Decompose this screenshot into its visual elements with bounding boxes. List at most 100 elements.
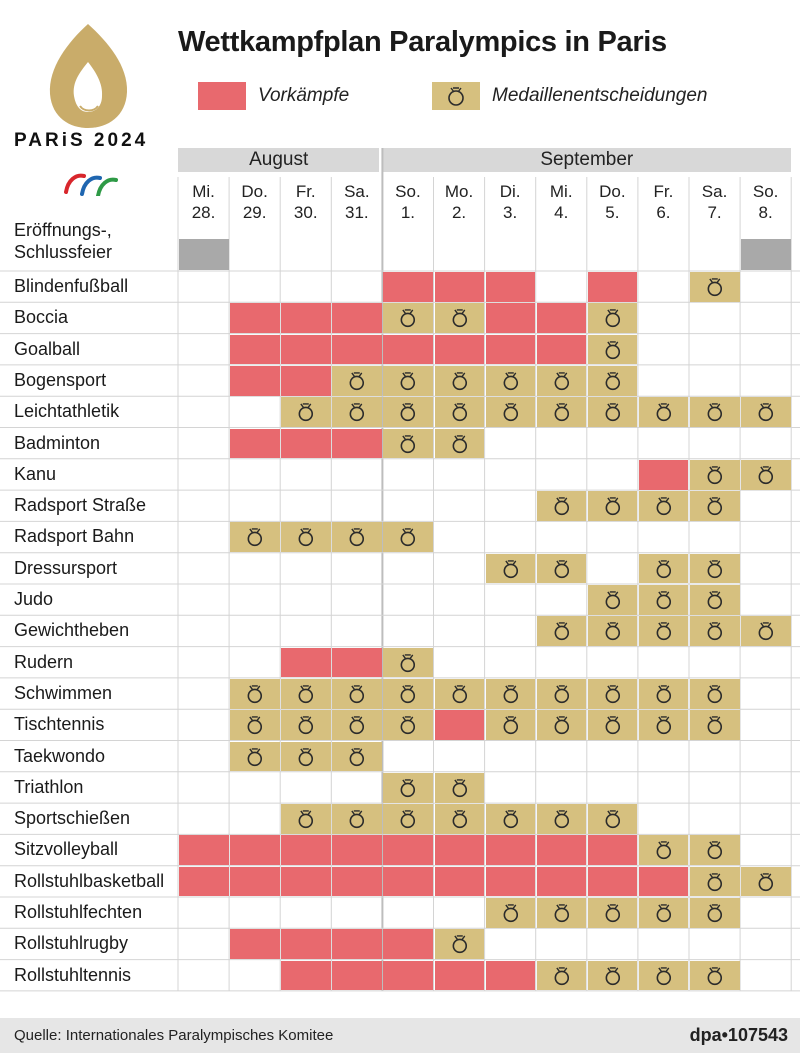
medal-icon [400, 685, 416, 704]
medal-icon [554, 559, 569, 578]
medal-cell [638, 397, 689, 427]
medal-cell [690, 459, 740, 490]
day-label: Mi. 4. [536, 181, 587, 223]
day-weekday: Di. [499, 182, 521, 201]
sport-label: Radsport Bahn [14, 526, 135, 547]
medal-icon [247, 716, 263, 735]
prelim-cell [434, 710, 485, 740]
medal-cell [638, 585, 689, 615]
medal-icon [400, 653, 416, 672]
sport-label: Tischtennis [14, 714, 105, 735]
sport-label: Goalball [14, 338, 81, 359]
prelim-cell [485, 303, 536, 334]
day-date: 5. [605, 203, 620, 222]
prelim-cell [536, 835, 587, 866]
medal-icon [452, 403, 467, 422]
medal-cell [230, 741, 280, 772]
prelim-cell [332, 334, 382, 365]
day-date: 8. [758, 203, 773, 222]
medal-icon [452, 810, 467, 829]
day-label: Fr. 30. [280, 181, 331, 223]
day-weekday: Sa. [701, 182, 728, 201]
sport-label: Kanu [14, 463, 57, 484]
medal-icon [707, 466, 723, 484]
medal-cell [690, 397, 740, 427]
sport-label: Triathlon [14, 776, 84, 797]
month-header-september: September [382, 148, 792, 172]
medal-cell [332, 710, 382, 740]
day-date: 1. [400, 203, 416, 222]
medal-icon [707, 403, 723, 422]
medal-icon [707, 278, 723, 297]
prelim-cell [230, 303, 280, 334]
prelim-cell [536, 866, 587, 897]
medal-icon [452, 372, 467, 391]
medal-icon [400, 716, 416, 735]
medal-cell [690, 491, 740, 521]
prelim-cell [434, 835, 485, 866]
medal-icon [554, 403, 569, 422]
day-label: Sa. 31. [331, 181, 382, 223]
medal-icon [349, 403, 365, 422]
medal-cell [536, 616, 587, 647]
day-label: Do. 29. [229, 181, 280, 223]
medal-cell [587, 898, 638, 928]
medal-cell [485, 553, 536, 584]
medal-icon [758, 466, 774, 484]
prelim-cell [383, 272, 433, 302]
footer: Quelle: Internationales Paralympisches K… [0, 1018, 800, 1053]
medal-cell [690, 835, 740, 866]
medal-icon [656, 685, 671, 704]
medal-icon [554, 622, 569, 641]
medal-cell [332, 522, 382, 553]
medal-cell [434, 397, 485, 427]
day-weekday: Mi. [549, 182, 573, 201]
prelim-cell [485, 960, 536, 991]
medal-cell [281, 397, 331, 427]
prelim-cell [281, 365, 331, 396]
medal-cell [690, 553, 740, 584]
medal-cell [536, 678, 587, 709]
day-date: 28. [191, 203, 216, 222]
medal-cell [332, 804, 382, 834]
medal-icon [503, 810, 518, 829]
medal-icon [400, 810, 416, 829]
medal-cell [536, 365, 587, 396]
day-label: So. 8. [740, 181, 791, 223]
legend-prelim-swatch [198, 82, 246, 110]
sport-label: Rollstuhlrugby [14, 933, 129, 954]
prelim-cell [383, 929, 433, 960]
medal-cell [536, 491, 587, 521]
prelim-cell [536, 303, 587, 334]
source-text: Quelle: Internationales Paralympisches K… [14, 1027, 334, 1044]
medal-icon [707, 716, 723, 735]
medal-icon [503, 559, 518, 578]
medal-cell [690, 866, 740, 897]
prelim-cell [230, 334, 280, 365]
sport-label: Taekwondo [14, 745, 106, 766]
logo-text: PARiS 2024 [14, 130, 149, 151]
legend-medal-label: Medaillenentscheidungen [492, 85, 708, 106]
medal-cell [690, 898, 740, 928]
day-weekday: Sa. [344, 182, 370, 201]
medal-cell [434, 365, 485, 396]
medal-cell [690, 616, 740, 647]
medal-icon [656, 622, 671, 641]
medal-cell [587, 334, 638, 365]
medal-cell [741, 616, 791, 647]
medal-cell [332, 365, 382, 396]
prelim-cell [434, 334, 485, 365]
day-date: 31. [345, 203, 369, 222]
day-label: Fr. 6. [638, 181, 689, 223]
prelim-cell [332, 835, 382, 866]
day-date: 4. [554, 203, 569, 222]
medal-icon [758, 622, 774, 641]
medal-cell [383, 303, 433, 334]
medal-icon [605, 309, 620, 328]
day-date: 2. [451, 203, 467, 222]
medal-cell [485, 397, 536, 427]
medal-cell [536, 397, 587, 427]
medal-cell [587, 678, 638, 709]
legend-medal-swatch [432, 82, 480, 110]
